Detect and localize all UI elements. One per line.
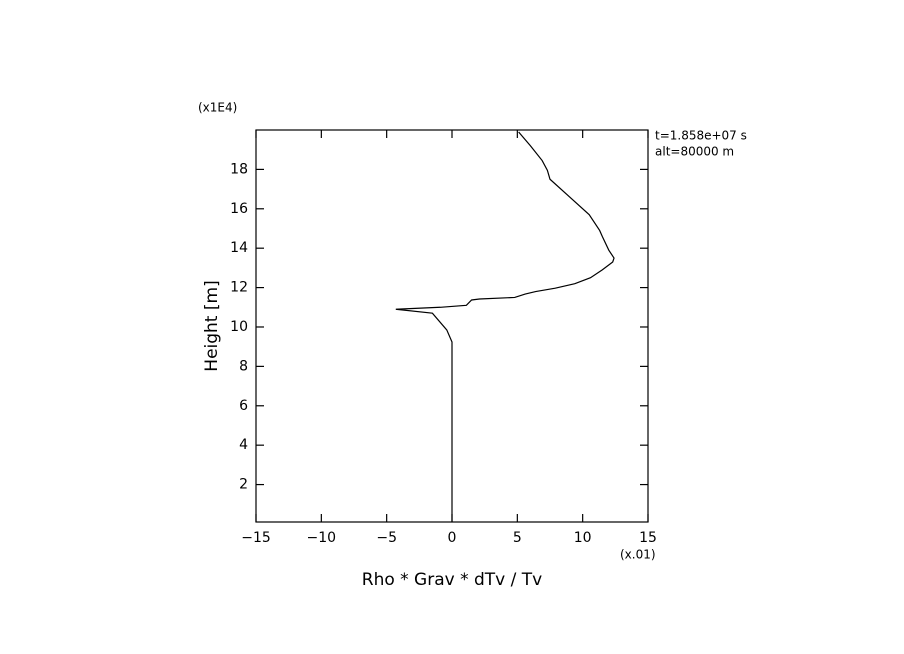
- y-tick-label: 4: [239, 437, 248, 453]
- y-tick-label: 6: [239, 398, 248, 414]
- x-tick-label: −10: [307, 530, 337, 546]
- x-tick-label: 10: [574, 530, 592, 546]
- data-line: [395, 131, 615, 522]
- x-axis-label: Rho * Grav * dTv / Tv: [362, 570, 542, 590]
- x-multiplier: (x.01): [620, 548, 656, 562]
- x-tick-label: −15: [241, 530, 271, 546]
- x-tick-label: 15: [639, 530, 657, 546]
- y-tick-label: 10: [230, 319, 248, 335]
- y-tick-label: 2: [239, 477, 248, 493]
- y-tick-label: 16: [230, 201, 248, 217]
- x-tick-label: 0: [448, 530, 457, 546]
- y-tick-label: 18: [230, 161, 248, 177]
- x-tick-label: 5: [513, 530, 522, 546]
- y-tick-label: 8: [239, 358, 248, 374]
- annotation: alt=80000 m: [655, 145, 734, 159]
- x-tick-label: −5: [376, 530, 397, 546]
- y-tick-label: 12: [230, 280, 248, 296]
- y-axis-label: Height [m]: [202, 280, 222, 371]
- y-tick-label: 14: [230, 240, 248, 256]
- annotation: t=1.858e+07 s: [655, 129, 747, 143]
- y-multiplier: (x1E4): [198, 101, 237, 115]
